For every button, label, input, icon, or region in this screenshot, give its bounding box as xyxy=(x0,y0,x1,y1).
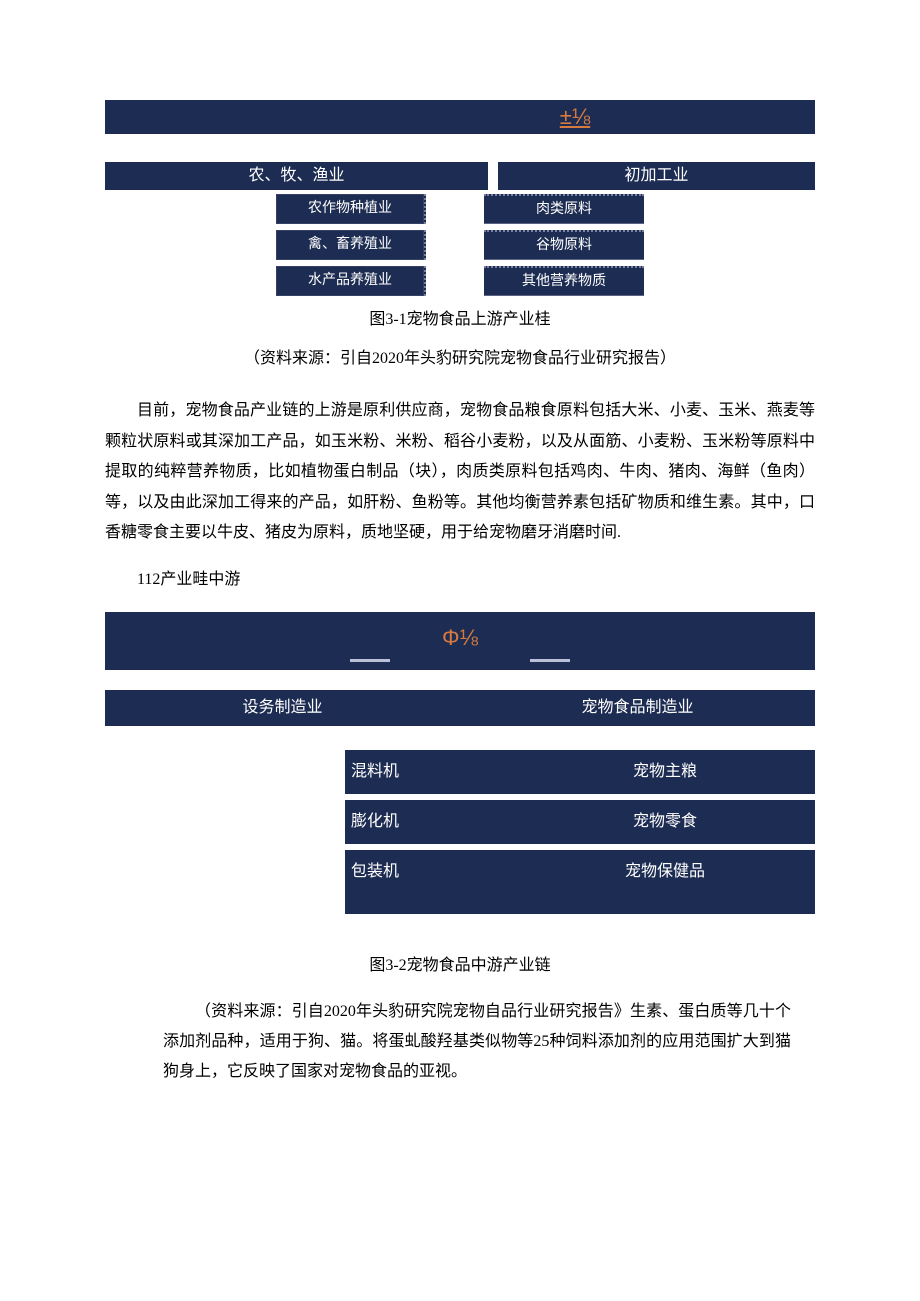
diagram1-caption: 图3-1宠物食品上游产业桂 xyxy=(105,306,815,333)
table-lead-cell xyxy=(105,800,345,844)
document-page: ±⅛ 农、牧、渔业 初加工业 农作物种植业 禽、畜养殖业 水产品养殖业 肉类原料… xyxy=(0,0,920,1148)
diagram1-header-left: 农、牧、渔业 xyxy=(105,162,488,190)
diagram1-header: 农、牧、渔业 初加工业 xyxy=(105,162,815,190)
diagram2-header-right: 宠物食品制造业 xyxy=(460,690,815,726)
decorative-line xyxy=(350,659,390,662)
table-row: 膨化机 宠物零食 xyxy=(105,800,815,844)
diagram2-header-left: 设务制造业 xyxy=(105,690,460,726)
table-cell-left: 膨化机 xyxy=(345,800,515,844)
diagram1-header-gap xyxy=(488,162,498,190)
diagram1-header-right: 初加工业 xyxy=(498,162,815,190)
paragraph-1: 目前，宠物食品产业链的上游是原利供应商，宠物食品粮食原料包括大米、小麦、玉米、燕… xyxy=(105,396,815,548)
diagram1-left-item: 农作物种植业 xyxy=(276,194,426,224)
diagram1-right-item: 肉类原料 xyxy=(484,194,644,224)
diagram1-right-item: 谷物原料 xyxy=(484,230,644,260)
table-row: 混料机 宠物主粮 xyxy=(105,750,815,794)
banner-mid-label: Φ⅛ xyxy=(442,619,478,656)
table-cell-right: 宠物保健品 xyxy=(515,850,815,914)
table-lead-cell xyxy=(105,850,345,914)
diagram2-header: 设务制造业 宠物食品制造业 xyxy=(105,690,815,726)
table-cell-left: 混料机 xyxy=(345,750,515,794)
diagram1-right-item: 其他营养物质 xyxy=(484,266,644,296)
table-lead-cell xyxy=(105,750,345,794)
diagram1-left-column: 农作物种植业 禽、畜养殖业 水产品养殖业 xyxy=(276,194,426,296)
table-cell-right: 宠物零食 xyxy=(515,800,815,844)
diagram1-right-column: 肉类原料 谷物原料 其他营养物质 xyxy=(484,194,644,296)
table-cell-left: 包装机 xyxy=(345,850,515,914)
table-row: 包装机 宠物保健品 xyxy=(105,850,815,914)
paragraph-2: （资料来源：引自2020年头豹研究院宠物自品行业研究报告》生素、蛋白质等几十个添… xyxy=(163,997,791,1088)
banner-mid: Φ⅛ xyxy=(105,612,815,670)
diagram2-caption: 图3-2宠物食品中游产业链 xyxy=(105,952,815,979)
table-cell-right: 宠物主粮 xyxy=(515,750,815,794)
diagram1-left-item: 水产品养殖业 xyxy=(276,266,426,296)
banner-top-label: ±⅛ xyxy=(560,98,590,135)
banner-top: ±⅛ xyxy=(105,100,815,134)
subheading: 112产业畦中游 xyxy=(137,566,815,593)
diagram1-body: 农作物种植业 禽、畜养殖业 水产品养殖业 肉类原料 谷物原料 其他营养物质 xyxy=(105,194,815,296)
banner-mid-lines xyxy=(280,659,640,662)
diagram2-table: 混料机 宠物主粮 膨化机 宠物零食 包装机 宠物保健品 xyxy=(105,744,815,920)
decorative-line xyxy=(530,659,570,662)
diagram1-left-item: 禽、畜养殖业 xyxy=(276,230,426,260)
diagram1-source: （资料来源：引自2020年头豹研究院宠物食品行业研究报告） xyxy=(105,345,815,372)
